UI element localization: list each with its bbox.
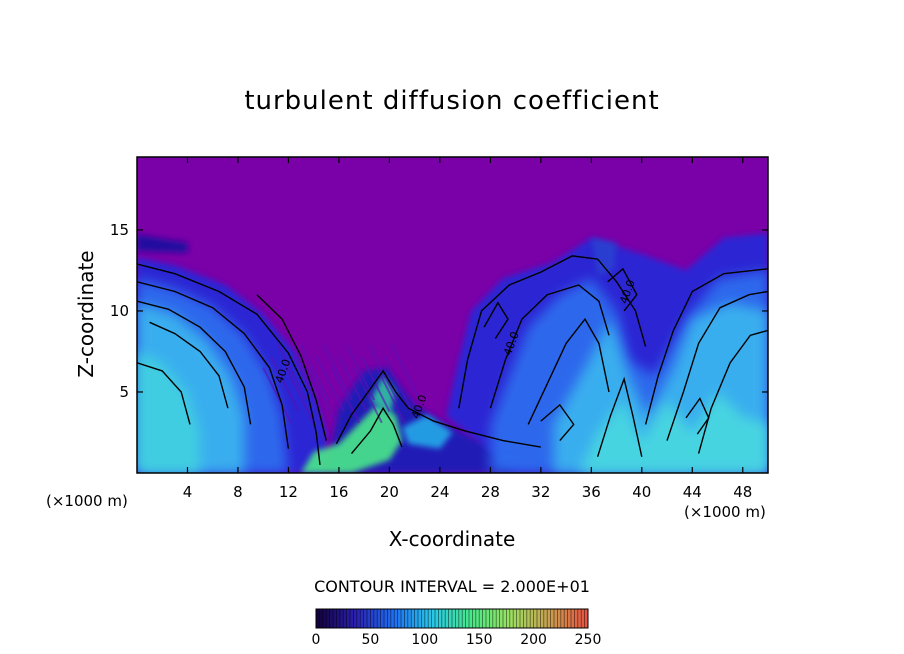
plot-area: 40.040.040.040.0: [137, 157, 768, 473]
colorbar-tick-label-50: 50: [361, 632, 379, 648]
y-tick-label-10: 10: [110, 302, 129, 320]
contour-interval-label: CONTOUR INTERVAL = 2.000E+01: [314, 577, 590, 596]
x-tick-label-12: 12: [279, 483, 298, 501]
plot-frame: [136, 156, 769, 474]
chart-title: turbulent diffusion coefficient: [244, 86, 660, 116]
contour-lines: [137, 255, 768, 465]
x-tick-label-40: 40: [632, 483, 651, 501]
colorbar-tick-label-100: 100: [411, 632, 438, 648]
x-tick-label-32: 32: [531, 483, 550, 501]
y-tick-label-15: 15: [110, 221, 129, 239]
x-tick-label-24: 24: [430, 483, 449, 501]
x-unit-right: (×1000 m): [684, 503, 766, 521]
x-unit-left: (×1000 m): [46, 492, 128, 510]
y-ticks: 5 10 15: [110, 221, 768, 401]
x-tick-label-44: 44: [683, 483, 702, 501]
y-tick-label-5: 5: [119, 383, 129, 401]
colorbar-frame: [315, 608, 589, 629]
x-tick-label-4: 4: [183, 483, 193, 501]
colorbar-tick-label-0: 0: [312, 632, 321, 648]
x-axis-label: X-coordinate: [388, 527, 516, 551]
x-tick-label-28: 28: [481, 483, 500, 501]
colorbar-tick-label-200: 200: [520, 632, 547, 648]
colorbar-tick-label-250: 250: [575, 632, 602, 648]
x-tick-label-20: 20: [380, 483, 399, 501]
x-tick-label-36: 36: [582, 483, 601, 501]
x-tick-label-48: 48: [733, 483, 752, 501]
colorbar: 0 50 100 150 200 250: [312, 608, 602, 648]
colorbar-tick-label-150: 150: [466, 632, 493, 648]
x-tick-label-16: 16: [329, 483, 348, 501]
x-ticks: 4 8 12 16 20 24 28 32 36 40 44 48: [183, 157, 752, 501]
x-tick-label-8: 8: [233, 483, 243, 501]
